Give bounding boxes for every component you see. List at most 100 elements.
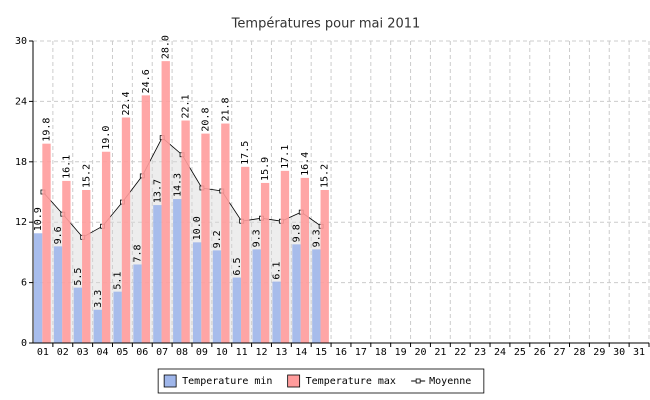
x-tick-label: 21 xyxy=(434,347,446,358)
x-tick-label: 23 xyxy=(474,347,486,358)
bar xyxy=(312,249,321,343)
bar xyxy=(82,189,91,343)
value-label: 19.0 xyxy=(101,126,112,150)
y-tick-label: 30 xyxy=(15,36,27,47)
value-label: 22.1 xyxy=(181,94,192,118)
y-tick-label: 0 xyxy=(21,338,27,349)
value-label: 9.3 xyxy=(311,229,322,247)
chart-title: Températures pour mai 2011 xyxy=(231,17,421,32)
value-label: 6.1 xyxy=(272,262,283,280)
bar xyxy=(181,120,190,343)
value-label: 10.0 xyxy=(192,216,203,240)
value-label: 16.1 xyxy=(61,155,72,179)
value-label: 19.8 xyxy=(42,118,53,142)
x-tick-label: 20 xyxy=(414,347,426,358)
bar xyxy=(133,264,142,343)
value-label: 20.8 xyxy=(200,108,211,132)
bar xyxy=(93,309,102,343)
bar xyxy=(33,233,43,343)
bar xyxy=(53,246,63,343)
x-tick-label: 05 xyxy=(116,347,128,358)
bar xyxy=(320,189,329,343)
legend-label: Temperature min xyxy=(182,376,272,387)
bar xyxy=(292,244,301,343)
x-tick-label: 15 xyxy=(315,347,327,358)
y-tick-label: 18 xyxy=(15,157,27,168)
value-label: 16.4 xyxy=(300,152,311,176)
bar xyxy=(141,95,151,343)
x-tick-label: 14 xyxy=(295,347,307,358)
x-tick-label: 22 xyxy=(454,347,466,358)
value-label: 15.2 xyxy=(81,164,92,188)
value-label: 14.3 xyxy=(172,173,183,197)
grid xyxy=(33,40,650,344)
legend-marker xyxy=(415,378,421,384)
bar xyxy=(221,123,230,344)
bar xyxy=(121,117,131,343)
x-tick-label: 04 xyxy=(97,347,109,358)
bar xyxy=(73,287,83,343)
x-tick-label: 01 xyxy=(37,347,49,358)
bar xyxy=(153,205,162,343)
value-label: 17.5 xyxy=(240,141,251,165)
legend-swatch xyxy=(287,374,301,388)
x-tick-label: 11 xyxy=(236,347,248,358)
value-label: 6.5 xyxy=(232,258,243,276)
value-label: 15.2 xyxy=(320,164,331,188)
value-label: 9.8 xyxy=(291,224,302,242)
x-tick-label: 18 xyxy=(375,347,387,358)
value-label: 9.3 xyxy=(252,229,263,247)
y-tick-label: 6 xyxy=(21,278,27,289)
x-tick-label: 08 xyxy=(176,347,188,358)
value-label: 3.3 xyxy=(93,290,104,308)
x-tick-label: 24 xyxy=(494,347,506,358)
x-tick-label: 19 xyxy=(395,347,407,358)
x-tick-label: 30 xyxy=(613,347,625,358)
marks: 10.9 9.6 5.5 3.3 5.1 7.8 13.7 14.3 10.0 9.2 6.5 9.3… xyxy=(33,35,331,344)
x-tick-label: 10 xyxy=(216,347,228,358)
x-tick-label: 09 xyxy=(196,347,208,358)
y-tick-label: 24 xyxy=(15,96,27,107)
x-tick-label: 07 xyxy=(156,347,168,358)
value-label: 22.4 xyxy=(121,91,132,115)
bar xyxy=(201,133,210,343)
legend-box xyxy=(157,368,485,394)
legend-label: Temperature max xyxy=(306,376,396,387)
x-tick-label: 28 xyxy=(573,347,585,358)
legend-swatch xyxy=(163,374,177,388)
bar xyxy=(300,177,310,343)
value-label: 13.7 xyxy=(152,179,163,203)
value-label: 5.5 xyxy=(73,268,84,286)
value-label: 28.0 xyxy=(161,35,172,59)
bar xyxy=(42,143,51,343)
bar xyxy=(173,199,182,343)
x-tick-label: 13 xyxy=(275,347,287,358)
x-tick-label: 27 xyxy=(554,347,566,358)
bar xyxy=(241,166,250,343)
bar xyxy=(161,61,170,344)
y-tick-label: 12 xyxy=(15,217,27,228)
x-tick-label: 12 xyxy=(255,347,267,358)
x-tick-label: 17 xyxy=(355,347,367,358)
value-label: 15.9 xyxy=(260,157,271,181)
bar xyxy=(212,250,222,343)
value-label: 5.1 xyxy=(113,272,124,290)
x-tick-label: 06 xyxy=(136,347,148,358)
bar xyxy=(101,151,111,343)
bar xyxy=(260,182,270,343)
x-tick-label: 31 xyxy=(633,347,645,358)
value-label: 24.6 xyxy=(141,69,152,93)
x-tick-label: 03 xyxy=(77,347,89,358)
bar xyxy=(280,170,290,343)
value-label: 10.9 xyxy=(33,207,44,231)
value-label: 17.1 xyxy=(280,145,291,169)
bar xyxy=(113,291,122,343)
value-label: 7.8 xyxy=(133,244,144,262)
x-tick-label: 29 xyxy=(593,347,605,358)
value-label: 21.8 xyxy=(220,97,231,121)
value-label: 9.6 xyxy=(53,226,64,244)
bar xyxy=(232,277,242,343)
legend-label: Moyenne xyxy=(429,376,471,387)
